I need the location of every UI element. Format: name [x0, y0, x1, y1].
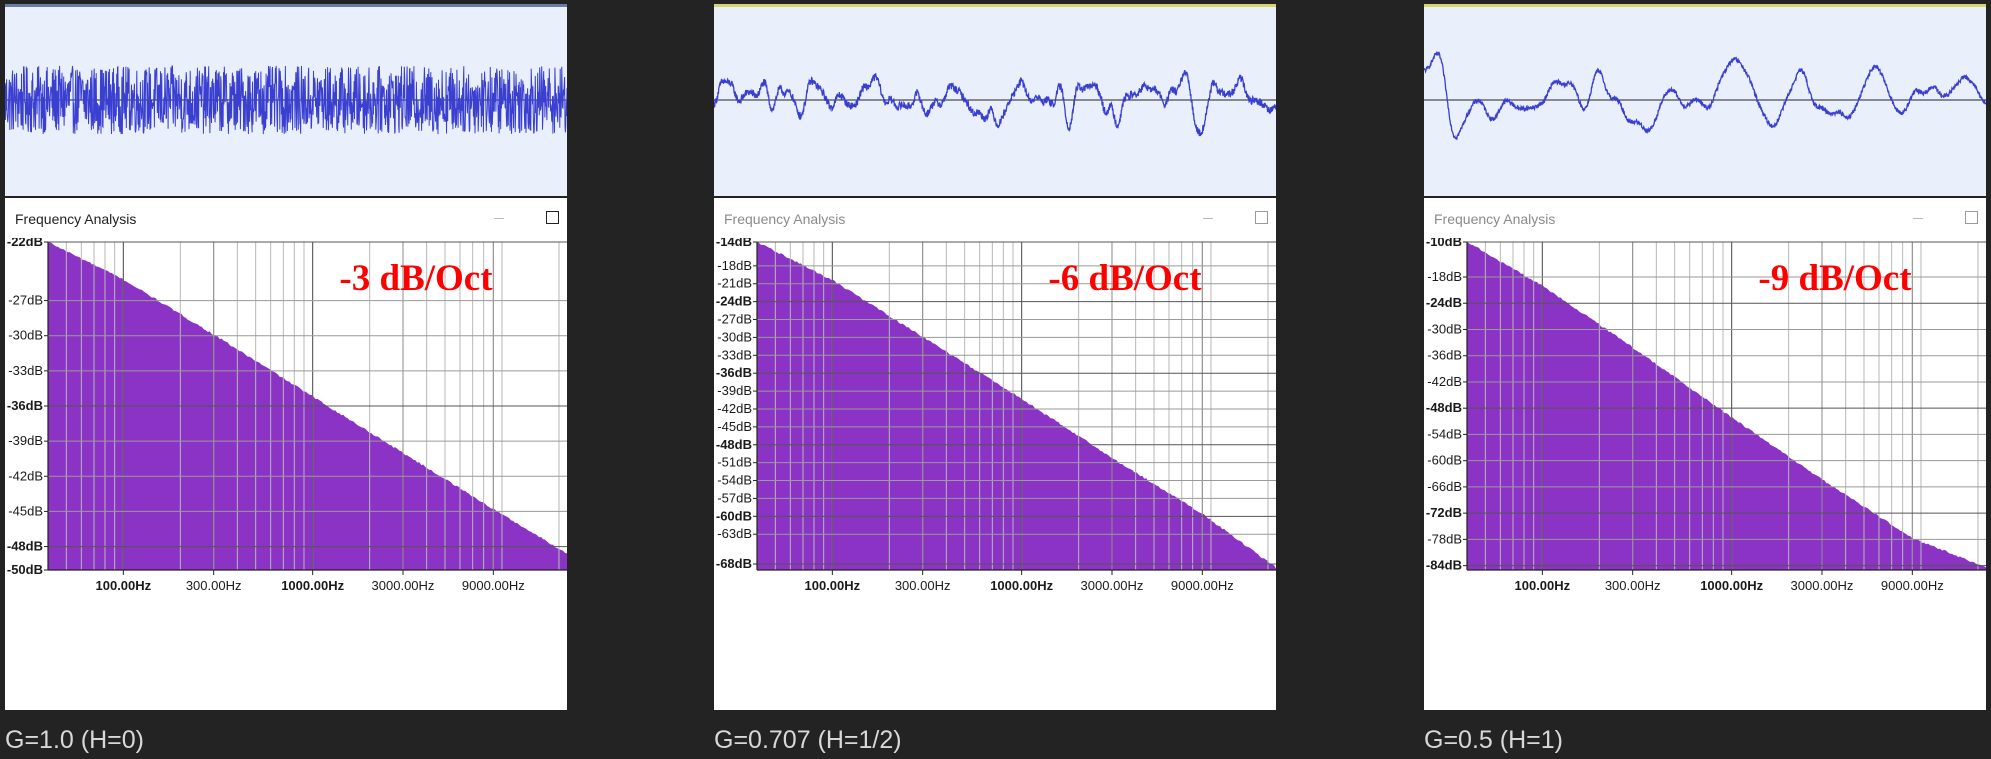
y-tick-label: -72dB	[1426, 505, 1462, 520]
window-titlebar[interactable]: Frequency Analysis	[714, 198, 1276, 238]
minimize-icon[interactable]	[1913, 218, 1923, 219]
panel-3: -10dB -18dB -24dB -30dB -36dB -42dB -48dB -54dB…	[1424, 0, 1986, 759]
y-tick-label: -45dB	[717, 419, 752, 434]
y-tick-label: -42dB	[1427, 374, 1462, 389]
spectrum-area	[757, 242, 1276, 570]
panel-1: -22dB -27dB -30dB -33dB -36dB -39dB -42dB -45dB…	[5, 0, 567, 759]
y-tick-label: -60dB	[1427, 453, 1462, 468]
y-tick-label: -33dB	[717, 347, 752, 362]
panel-2: -14dB -18dB -21dB -24dB -27dB -30dB -33dB -36dB…	[714, 0, 1276, 759]
y-tick-label: -48dB	[716, 437, 752, 452]
track-top-border	[5, 4, 567, 7]
y-tick-label: -60dB	[716, 508, 752, 523]
window-title: Frequency Analysis	[1434, 211, 1556, 227]
y-tick-label: -39dB	[8, 433, 43, 448]
spectrum-plot-area: -10dB-18dB-24dB-30dB-36dB-42dB-48dB-54dB…	[1426, 234, 1986, 593]
minimize-icon[interactable]	[494, 218, 504, 219]
y-tick-label: -54dB	[717, 473, 752, 488]
y-tick-label: -27dB	[717, 312, 752, 327]
x-tick-label: 300.00Hz	[186, 578, 242, 593]
x-tick-label: 9000.00Hz	[1171, 578, 1234, 593]
window-titlebar[interactable]: Frequency Analysis	[5, 198, 567, 238]
panel-caption: G=0.707 (H=1/2)	[714, 726, 902, 754]
y-tick-label: -51dB	[717, 455, 752, 470]
spectrum-chart: -14dB-18dB-21dB-24dB-27dB-30dB-33dB-36dB…	[716, 234, 1276, 593]
y-tick-label: -24dB	[716, 294, 752, 309]
y-tick-label: -30dB	[717, 329, 752, 344]
y-tick-label: -63dB	[717, 526, 752, 541]
spectrum-plot-area: -14dB-18dB-21dB-24dB-27dB-30dB-33dB-36dB…	[716, 234, 1276, 593]
frequency-analysis-window: -22dB -27dB -30dB -33dB -36dB -39dB -42dB -45dB…	[5, 198, 567, 710]
spectrum-chart: -22dB-27dB-30dB-33dB-36dB-39dB-42dB-45dB…	[7, 234, 567, 593]
y-tick-label: -30dB	[8, 328, 43, 343]
track-top-border	[1424, 4, 1986, 7]
y-tick-label: -48dB	[1426, 400, 1462, 415]
x-tick-label: 300.00Hz	[1605, 578, 1661, 593]
waveform-track[interactable]	[5, 4, 567, 196]
x-tick-label: 1000.00Hz	[990, 578, 1053, 593]
waveform-line	[5, 65, 567, 135]
waveform-plot	[5, 65, 567, 135]
maximize-icon[interactable]	[1255, 211, 1268, 224]
x-tick-label: 9000.00Hz	[462, 578, 525, 593]
y-tick-label: -50dB	[7, 562, 43, 577]
x-tick-label: 1000.00Hz	[281, 578, 344, 593]
y-tick-label: -36dB	[1427, 348, 1462, 363]
spectrum-plot-area: -22dB-27dB-30dB-33dB-36dB-39dB-42dB-45dB…	[7, 234, 567, 593]
x-tick-label: 9000.00Hz	[1881, 578, 1944, 593]
maximize-icon[interactable]	[1965, 211, 1978, 224]
y-tick-label: -27dB	[8, 293, 43, 308]
x-tick-label: 100.00Hz	[1515, 578, 1571, 593]
panel-caption: G=1.0 (H=0)	[5, 726, 144, 754]
x-tick-label: 300.00Hz	[895, 578, 951, 593]
y-tick-label: -78dB	[1427, 531, 1462, 546]
x-tick-label: 100.00Hz	[96, 578, 152, 593]
slope-annotation: -9 dB/Oct	[1758, 258, 1912, 299]
frequency-analysis-window: -14dB -18dB -21dB -24dB -27dB -30dB -33dB -36dB…	[714, 198, 1276, 710]
y-tick-label: -18dB	[1427, 269, 1462, 284]
waveform-line	[1424, 51, 1986, 141]
y-tick-label: -84dB	[1426, 558, 1462, 573]
spectrum-chart: -10dB-18dB-24dB-30dB-36dB-42dB-48dB-54dB…	[1426, 234, 1986, 593]
y-tick-label: -54dB	[1427, 426, 1462, 441]
x-tick-label: 100.00Hz	[805, 578, 861, 593]
y-tick-label: -68dB	[716, 556, 752, 571]
y-tick-label: -42dB	[8, 468, 43, 483]
y-tick-label: -33dB	[8, 363, 43, 378]
y-tick-label: -45dB	[8, 503, 43, 518]
panel-caption: G=0.5 (H=1)	[1424, 726, 1563, 754]
minimize-icon[interactable]	[1203, 218, 1213, 219]
y-tick-label: -24dB	[1426, 295, 1462, 310]
y-tick-label: -66dB	[1427, 479, 1462, 494]
waveform-track[interactable]	[714, 4, 1276, 196]
y-tick-label: -48dB	[7, 539, 43, 554]
window-title: Frequency Analysis	[724, 211, 846, 227]
x-tick-label: 3000.00Hz	[372, 578, 435, 593]
frequency-analysis-window: -10dB -18dB -24dB -30dB -36dB -42dB -48dB -54dB…	[1424, 198, 1986, 710]
y-tick-label: -30dB	[1427, 321, 1462, 336]
slope-annotation: -3 dB/Oct	[339, 258, 493, 299]
x-tick-label: 3000.00Hz	[1791, 578, 1854, 593]
window-titlebar[interactable]: Frequency Analysis	[1424, 198, 1986, 238]
y-tick-label: -21dB	[717, 276, 752, 291]
slope-annotation: -6 dB/Oct	[1048, 258, 1202, 299]
y-tick-label: -18dB	[717, 258, 752, 273]
y-tick-label: -39dB	[717, 383, 752, 398]
x-tick-label: 1000.00Hz	[1700, 578, 1763, 593]
waveform-plot	[714, 69, 1276, 137]
waveform-line	[714, 69, 1276, 137]
y-tick-label: -57dB	[717, 490, 752, 505]
maximize-icon[interactable]	[546, 211, 559, 224]
y-tick-label: -36dB	[716, 365, 752, 380]
waveform-track[interactable]	[1424, 4, 1986, 196]
window-title: Frequency Analysis	[15, 211, 137, 227]
x-tick-label: 3000.00Hz	[1081, 578, 1144, 593]
track-top-border	[714, 4, 1276, 7]
spectrum-area	[1467, 242, 1986, 570]
waveform-plot	[1424, 51, 1986, 141]
y-tick-label: -36dB	[7, 398, 43, 413]
y-tick-label: -42dB	[717, 401, 752, 416]
